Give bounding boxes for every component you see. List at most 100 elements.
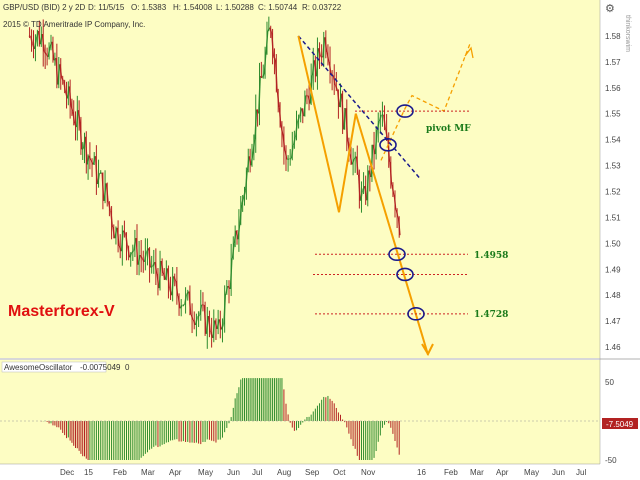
candle-body [252, 139, 256, 154]
candle-body [276, 91, 280, 108]
symbol-label: GBP/USD (BID) 2 y 2D [3, 3, 85, 12]
candle-body [103, 183, 107, 201]
candle-body [345, 108, 349, 142]
candle-body [303, 95, 307, 117]
oscillator-name[interactable]: AwesomeOscillator [4, 363, 73, 372]
candle-body [197, 314, 200, 318]
candle-body [37, 30, 41, 45]
candle-body [61, 77, 65, 82]
date-tick-label: May [524, 468, 539, 477]
candle-body [318, 48, 321, 57]
candle-body [343, 108, 347, 130]
candle-body [57, 64, 61, 85]
candle-body [43, 51, 47, 55]
candle-body [263, 52, 267, 75]
candle-body [225, 285, 229, 294]
pane-divider[interactable] [0, 358, 640, 360]
candle-body [195, 317, 198, 326]
candle-body [68, 86, 72, 106]
candle-body [41, 33, 45, 52]
candle-body [59, 64, 63, 79]
candle-body [364, 185, 368, 201]
candle-body [254, 109, 258, 140]
candle-body [301, 108, 305, 117]
candle-body [84, 136, 88, 165]
candle-body [349, 154, 353, 165]
candle-body [123, 230, 126, 234]
candle-body [120, 230, 124, 252]
candle-body [127, 246, 131, 258]
candle-body [284, 150, 288, 160]
candle-body [148, 248, 151, 268]
candle-body [389, 161, 393, 185]
candle-body [39, 33, 43, 45]
pivot-marker-circle [407, 307, 425, 321]
date-tick-label: Jul [576, 468, 586, 477]
candle-body [81, 147, 84, 150]
candle-body [267, 27, 271, 32]
candle-body [265, 30, 269, 53]
candle-body [395, 209, 399, 218]
date-tick-label: Jun [227, 468, 240, 477]
candle-body [374, 129, 378, 155]
candle-body [212, 320, 216, 338]
candle-body [299, 108, 303, 117]
oscillator-name-box[interactable] [1, 361, 107, 373]
oscillator-bars [0, 378, 600, 460]
candle-body [208, 316, 211, 333]
level-label-2: 1.4728 [474, 310, 508, 320]
candle-body [177, 295, 181, 309]
candle-body [233, 230, 237, 244]
candle-body [293, 137, 296, 146]
candle-body [241, 197, 245, 205]
candle-body [227, 285, 231, 290]
candle-body [72, 111, 76, 124]
candle-body [65, 92, 68, 99]
candle-body [32, 43, 35, 50]
copyright-label: 2015 © TD Ameritrade IP Company, Inc. [3, 20, 145, 29]
candle-body [203, 304, 207, 334]
candle-body [243, 190, 246, 198]
candle-body [295, 121, 298, 138]
vertical-watermark: thinkorswim [624, 15, 631, 52]
candle-body [353, 156, 357, 160]
candle-body [30, 36, 33, 45]
candle-body [316, 48, 319, 77]
candle-body [320, 55, 323, 58]
candle-body [362, 185, 365, 191]
candle-body [188, 291, 192, 315]
chart-settings-icon[interactable]: ⚙ [605, 2, 615, 15]
candle-body [83, 136, 86, 149]
price-plot-area[interactable] [0, 0, 600, 358]
candle-body [139, 254, 143, 259]
candle-body [112, 226, 116, 239]
price-tick-label: 1.46 [605, 343, 621, 352]
candle-body [90, 159, 94, 165]
level-label-1: 1.4958 [474, 251, 508, 261]
candle-body [261, 73, 265, 78]
candle-body [154, 262, 158, 274]
candle-body [260, 75, 263, 79]
date-label: D: 11/5/15 [88, 3, 125, 12]
candle-body [75, 110, 79, 128]
close-label: C: 1.50744 [258, 3, 298, 12]
descending-trendline [297, 35, 421, 180]
candle-body [156, 273, 160, 289]
candle-body [47, 46, 51, 57]
candle-body [135, 238, 139, 265]
candle-body [51, 41, 55, 61]
candle-body [248, 156, 252, 166]
date-tick-label: Nov [361, 468, 375, 477]
candle-body [66, 86, 70, 99]
candle-body [210, 332, 213, 339]
candle-body [175, 280, 179, 296]
candle-body [199, 304, 203, 315]
candle-body [143, 252, 147, 262]
candle-body [274, 59, 278, 92]
oscillator-plot-area[interactable] [0, 360, 600, 464]
candle-body [322, 37, 326, 58]
oscillator-param: 0 [125, 363, 130, 372]
candle-body [282, 134, 286, 151]
candle-body [307, 95, 311, 104]
candle-body [269, 27, 273, 34]
